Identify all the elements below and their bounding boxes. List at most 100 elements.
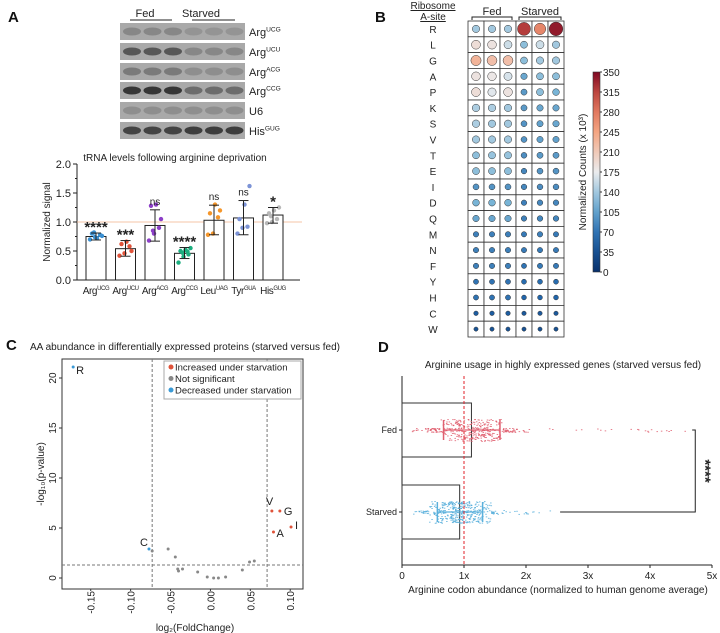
heatmap-row-label: V bbox=[430, 136, 437, 147]
data-point bbox=[479, 509, 481, 511]
heatmap-row-label: C bbox=[429, 309, 436, 320]
data-point bbox=[466, 502, 469, 504]
data-point bbox=[490, 425, 492, 427]
data-point bbox=[491, 432, 494, 434]
data-point bbox=[489, 435, 492, 436]
panel-label-c: C bbox=[6, 337, 17, 354]
data-point bbox=[458, 513, 461, 515]
heatmap-dot bbox=[473, 310, 479, 316]
data-point bbox=[468, 501, 471, 502]
data-point bbox=[472, 432, 475, 434]
x-tick-label: 0.10 bbox=[286, 591, 297, 611]
data-point bbox=[457, 521, 460, 523]
data-point bbox=[451, 428, 453, 430]
data-point bbox=[441, 504, 444, 506]
y-axis-label: -log₁₀(p-value) bbox=[36, 442, 47, 506]
data-point bbox=[477, 432, 480, 434]
data-point bbox=[444, 516, 447, 518]
data-point bbox=[526, 513, 528, 515]
data-point bbox=[476, 437, 479, 439]
data-point bbox=[443, 502, 446, 504]
heatmap-dot bbox=[536, 120, 544, 128]
data-point bbox=[435, 515, 437, 516]
data-point bbox=[127, 244, 132, 249]
data-point bbox=[492, 512, 495, 514]
blot-band bbox=[225, 106, 244, 115]
blot-band bbox=[164, 106, 182, 115]
data-point bbox=[486, 428, 489, 430]
data-point bbox=[465, 437, 467, 438]
heatmap-dot bbox=[505, 326, 511, 332]
data-point bbox=[440, 513, 443, 515]
data-point bbox=[468, 432, 470, 434]
data-point bbox=[513, 428, 515, 430]
data-point bbox=[483, 430, 486, 432]
data-point bbox=[486, 424, 489, 426]
data-point bbox=[445, 504, 448, 505]
heatmap-dot bbox=[504, 231, 512, 238]
x-tick-label: 4x bbox=[645, 571, 656, 582]
data-point bbox=[458, 425, 461, 427]
heatmap-dot bbox=[520, 88, 528, 96]
heatmap-dot bbox=[536, 199, 544, 206]
data-point bbox=[448, 428, 450, 430]
data-point bbox=[464, 436, 466, 438]
data-point bbox=[491, 439, 493, 441]
x-tick-label: TyrGUA bbox=[231, 286, 256, 297]
bar-chart-title: tRNA levels following arginine deprivati… bbox=[83, 153, 266, 164]
data-point bbox=[505, 429, 507, 431]
data-point bbox=[446, 514, 449, 516]
data-point bbox=[472, 430, 474, 432]
significance-label: **** bbox=[696, 459, 713, 483]
colorbar-tick-label: 0 bbox=[603, 268, 609, 279]
blot-band bbox=[205, 27, 223, 36]
data-point bbox=[425, 510, 427, 512]
heatmap-dot bbox=[536, 183, 544, 191]
x-axis-label: Arginine codon abundance (normalized to … bbox=[408, 585, 708, 596]
data-point bbox=[512, 428, 514, 429]
blot-band bbox=[143, 106, 162, 115]
y-tick-label: Starved bbox=[366, 507, 397, 517]
data-point bbox=[451, 432, 454, 434]
data-point bbox=[473, 434, 476, 436]
y-tick-label: 10 bbox=[48, 472, 59, 484]
heatmap-dot bbox=[505, 294, 511, 301]
heatmap-dot bbox=[504, 199, 512, 207]
data-point bbox=[437, 515, 440, 517]
heatmap-dot bbox=[504, 119, 512, 128]
data-point bbox=[458, 519, 460, 521]
data-point bbox=[150, 228, 156, 233]
data-point bbox=[486, 511, 489, 513]
data-point bbox=[446, 518, 448, 519]
data-point bbox=[205, 232, 211, 237]
heatmap-dot bbox=[553, 231, 559, 238]
data-point bbox=[575, 429, 578, 431]
data-point bbox=[466, 435, 468, 437]
heatmap-dot bbox=[488, 135, 496, 144]
label-superscript: ACG bbox=[266, 67, 280, 74]
data-point bbox=[458, 419, 460, 421]
data-point bbox=[447, 503, 450, 505]
y-tick-label: 1.0 bbox=[56, 217, 71, 229]
data-point bbox=[422, 512, 425, 513]
data-point bbox=[503, 431, 505, 433]
data-point bbox=[185, 249, 190, 254]
data-point bbox=[500, 437, 502, 439]
data-point bbox=[457, 439, 459, 441]
data-point bbox=[491, 512, 493, 514]
data-point bbox=[491, 511, 493, 513]
heatmap-dot bbox=[517, 22, 531, 36]
data-point bbox=[477, 419, 480, 421]
heatmap-dot bbox=[552, 88, 560, 96]
heatmap-dot bbox=[504, 167, 512, 175]
data-point bbox=[487, 422, 489, 423]
data-point bbox=[454, 433, 456, 435]
heatmap-dot bbox=[471, 71, 481, 81]
colorbar-label: Normalized Counts (x 10³) bbox=[578, 114, 589, 231]
heatmap-dot bbox=[552, 104, 560, 112]
label-base: Arg bbox=[142, 286, 156, 297]
data-point bbox=[492, 513, 495, 515]
data-point bbox=[148, 203, 154, 208]
heatmap-dot bbox=[521, 310, 527, 316]
data-point bbox=[486, 522, 489, 524]
